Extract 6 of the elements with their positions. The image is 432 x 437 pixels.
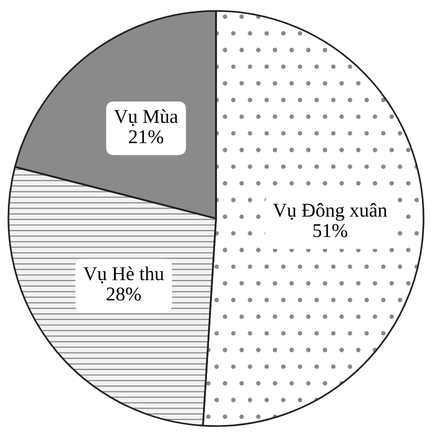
- data-label: 51%: [313, 224, 348, 238]
- slice-label: Vụ Đông xuân: [273, 203, 388, 221]
- slice-label: Vụ Hè thu: [83, 266, 164, 284]
- data-label: 21%: [129, 130, 164, 144]
- data-label: 28%: [106, 288, 141, 301]
- slice-label: Vụ Mùa: [114, 109, 178, 126]
